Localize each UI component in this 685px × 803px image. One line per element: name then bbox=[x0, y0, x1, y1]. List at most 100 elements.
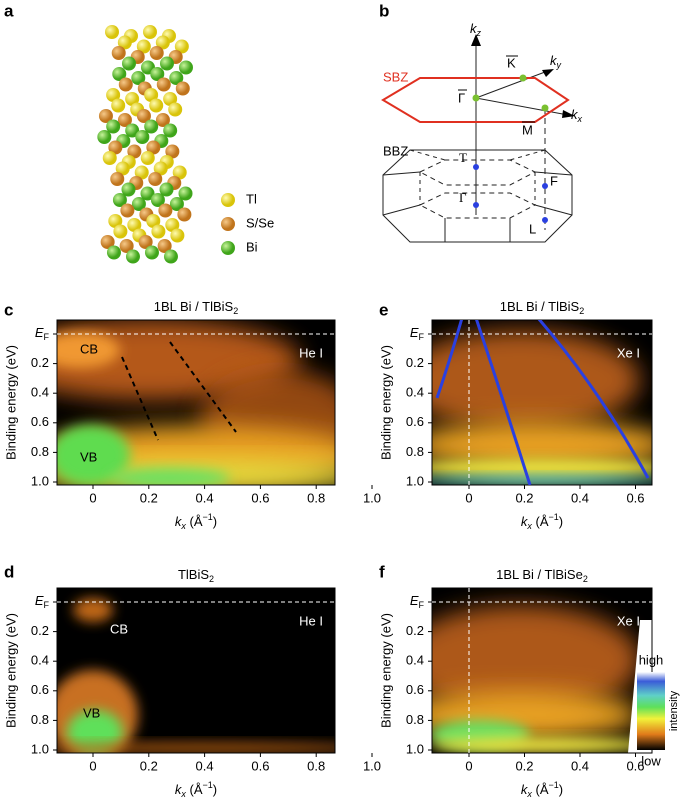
atom bbox=[140, 151, 155, 165]
point-label: F bbox=[550, 173, 558, 188]
text-part: F bbox=[419, 332, 425, 342]
arrow-head bbox=[471, 34, 481, 46]
surface-bz bbox=[381, 77, 570, 123]
axis-label: kz bbox=[470, 21, 482, 38]
y-tick-label: 0.4 bbox=[406, 653, 424, 668]
text-part: k bbox=[175, 514, 183, 529]
sub: z bbox=[476, 28, 482, 38]
y-tick-label: 0.8 bbox=[31, 444, 49, 459]
ef-label: EF bbox=[410, 325, 425, 342]
x-tick-label: 1.0 bbox=[363, 490, 381, 505]
ef-label: EF bbox=[410, 593, 425, 610]
text-part: F bbox=[44, 332, 50, 342]
atom bbox=[106, 119, 121, 134]
x-axis-title: kx (Å−1) bbox=[175, 512, 217, 531]
point-label: M bbox=[522, 122, 533, 137]
x-tick-label: 0.8 bbox=[307, 758, 325, 773]
legend-label: S/Se bbox=[246, 215, 274, 230]
legend-ball bbox=[221, 193, 235, 207]
atom bbox=[108, 214, 123, 228]
atom bbox=[121, 182, 136, 197]
y-tick-label: 0.4 bbox=[406, 385, 424, 400]
atom bbox=[111, 46, 126, 60]
x-tick-label: 0 bbox=[465, 490, 472, 505]
heatmap bbox=[57, 320, 335, 485]
intensity bbox=[67, 710, 123, 753]
y-tick-label: 0.4 bbox=[31, 653, 49, 668]
panel-label: d bbox=[4, 562, 14, 581]
y-tick-label: 1.0 bbox=[406, 473, 424, 488]
panel-label: a bbox=[4, 1, 14, 20]
y-tick-label: 0.4 bbox=[31, 385, 49, 400]
atom bbox=[159, 56, 174, 71]
axis-label: ky bbox=[550, 53, 562, 70]
atom bbox=[131, 197, 146, 211]
atom bbox=[127, 144, 142, 159]
atom bbox=[97, 130, 112, 144]
text-part: −1 bbox=[203, 512, 213, 522]
atom bbox=[155, 113, 170, 127]
plot-frame bbox=[56, 587, 336, 754]
text-part: ) bbox=[559, 782, 563, 797]
x-tick-label: 0.6 bbox=[251, 758, 269, 773]
intensity bbox=[432, 420, 652, 470]
text-part: x bbox=[526, 521, 532, 531]
sub: y bbox=[556, 60, 562, 70]
intensity bbox=[110, 468, 230, 485]
y-tick-label: 0.6 bbox=[406, 682, 424, 697]
atom bbox=[125, 249, 140, 264]
x-tick-label: 0.4 bbox=[196, 490, 214, 505]
band-label: VB bbox=[80, 449, 97, 464]
guide bbox=[121, 356, 159, 441]
atom bbox=[125, 92, 140, 106]
atom bbox=[165, 144, 180, 159]
x-tick-label: 0.6 bbox=[626, 490, 644, 505]
text-part: F bbox=[419, 600, 425, 610]
panel-label: b bbox=[379, 1, 389, 20]
panel-title: TlBiS2 bbox=[178, 567, 214, 584]
y-tick-label: 0.2 bbox=[406, 623, 424, 638]
atom bbox=[163, 123, 178, 138]
text-part: E bbox=[35, 593, 44, 608]
band-line bbox=[435, 320, 463, 399]
atom bbox=[156, 77, 171, 92]
intensity bbox=[432, 475, 652, 485]
text-part: x bbox=[180, 789, 186, 799]
band-line bbox=[537, 320, 650, 479]
plot-frame bbox=[431, 319, 653, 486]
text-part: F bbox=[44, 600, 50, 610]
atom bbox=[149, 98, 164, 113]
atom bbox=[140, 186, 155, 201]
atom bbox=[106, 245, 121, 260]
band-lines bbox=[435, 320, 650, 485]
atom bbox=[131, 71, 146, 85]
y-axis-title: Binding energy (eV) bbox=[378, 613, 393, 728]
band-label: CB bbox=[110, 621, 128, 636]
y-tick-label: 1.0 bbox=[31, 473, 49, 488]
ef-label: EF bbox=[35, 593, 50, 610]
intensity bbox=[432, 605, 640, 715]
text-part: −1 bbox=[549, 780, 559, 790]
intensity bbox=[57, 742, 335, 753]
atom bbox=[102, 151, 117, 165]
heatmap bbox=[57, 588, 335, 753]
atom bbox=[155, 35, 170, 50]
plot-frame bbox=[56, 319, 336, 486]
atom bbox=[117, 35, 132, 50]
atom bbox=[146, 214, 161, 228]
atom bbox=[172, 165, 187, 180]
point bbox=[473, 164, 479, 170]
y-tick-label: 0.8 bbox=[406, 712, 424, 727]
atom bbox=[119, 239, 134, 253]
band-label: CB bbox=[80, 341, 98, 356]
atom bbox=[110, 172, 125, 186]
y-tick-label: 0.2 bbox=[31, 623, 49, 638]
panel-label: e bbox=[379, 300, 388, 319]
atom bbox=[118, 77, 133, 92]
intensity bbox=[57, 332, 120, 368]
atom bbox=[105, 25, 119, 39]
x-tick-label: 0.2 bbox=[515, 490, 533, 505]
axis-label: kx bbox=[571, 107, 583, 124]
text-part: 2 bbox=[209, 574, 214, 584]
text-part: (Å bbox=[186, 782, 203, 797]
